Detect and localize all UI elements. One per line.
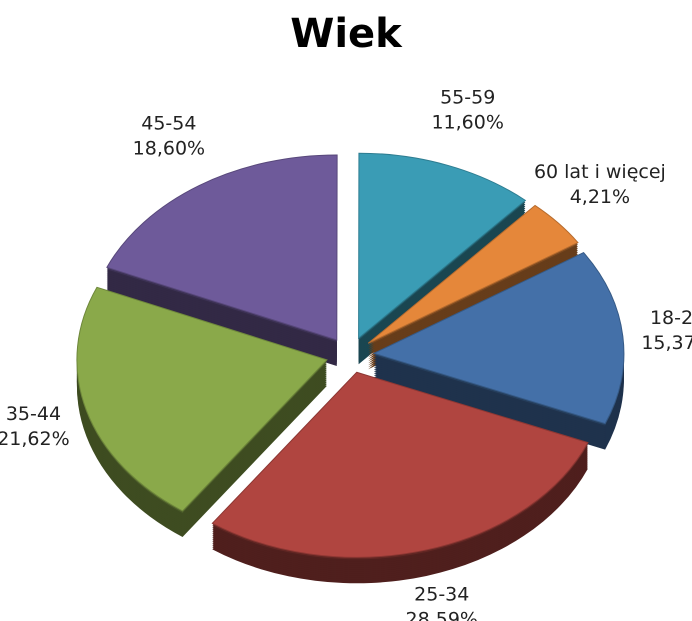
slice <box>76 286 328 512</box>
slice-category-label: 60 lat i więcej <box>534 161 666 183</box>
slice-category-label: 25-34 <box>414 583 469 605</box>
chart-title: Wiek <box>290 11 403 57</box>
slice-category-label: 35-44 <box>6 403 61 425</box>
slice <box>211 371 589 558</box>
slice-value-label: 21,62% <box>0 428 70 450</box>
slice-value-label: 4,21% <box>570 186 630 208</box>
slice-value-label: 18,60% <box>133 138 205 160</box>
slice-category-label: 45-54 <box>141 113 196 135</box>
slice <box>367 204 579 344</box>
slice-value-label: 11,60% <box>431 112 503 134</box>
slice <box>358 152 527 340</box>
slice <box>106 154 338 341</box>
slice-value-label: 28.59% <box>406 608 478 621</box>
slice <box>372 251 625 425</box>
slice-category-label: 18-24 <box>650 307 692 329</box>
slice-category-label: 55-59 <box>440 87 495 109</box>
slice-value-label: 15,37% <box>641 332 692 354</box>
